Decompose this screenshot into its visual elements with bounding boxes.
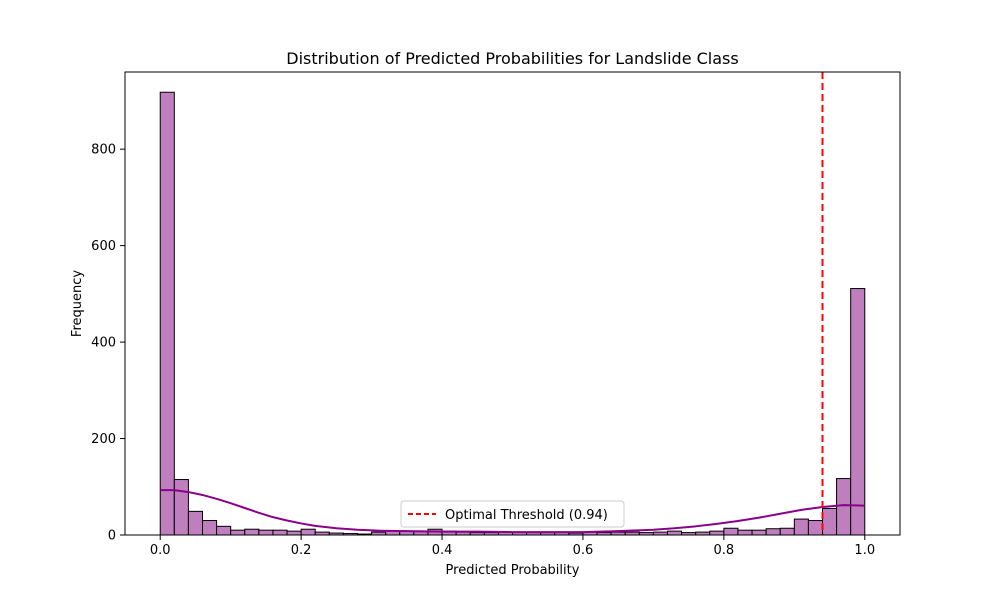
bars-group xyxy=(159,91,866,536)
legend: Optimal Threshold (0.94) xyxy=(400,500,625,528)
kde-curve xyxy=(160,489,865,534)
legend-threshold-label: Optimal Threshold (0.94) xyxy=(445,508,608,523)
y-tick-label: 0 xyxy=(108,529,116,544)
histogram-bar xyxy=(159,91,175,536)
histogram-bar xyxy=(667,530,683,536)
x-axis-ticks: 0.0 0.2 0.4 0.6 0.8 1.0 xyxy=(150,535,875,558)
histogram-bar xyxy=(765,528,781,536)
plot-frame xyxy=(124,71,901,536)
x-tick-label: 0.0 xyxy=(150,543,171,558)
y-axis-ticks: 0 200 400 600 800 xyxy=(91,143,125,544)
y-tick-label: 200 xyxy=(91,432,116,447)
x-tick-label: 0.6 xyxy=(573,543,594,558)
histogram-bar xyxy=(258,529,274,536)
x-axis-label: Predicted Probability xyxy=(446,563,580,578)
histogram-bar xyxy=(709,530,725,536)
histogram-bar xyxy=(751,529,767,536)
histogram-bar xyxy=(737,529,753,536)
histogram-bar xyxy=(286,530,302,536)
x-tick-label: 0.4 xyxy=(432,543,453,558)
histogram-bar xyxy=(850,288,866,536)
chart-title: Distribution of Predicted Probabilities … xyxy=(286,49,738,68)
y-tick-label: 600 xyxy=(91,239,116,254)
x-tick-label: 0.8 xyxy=(714,543,735,558)
kde-group xyxy=(160,489,865,534)
histogram-bar xyxy=(300,528,316,536)
histogram-bar xyxy=(244,528,260,536)
histogram-bar xyxy=(187,510,203,536)
histogram-bar xyxy=(272,529,288,536)
histogram-bar xyxy=(822,507,838,536)
y-tick-label: 800 xyxy=(91,143,116,158)
y-tick-label: 400 xyxy=(91,336,116,351)
x-tick-label: 0.2 xyxy=(291,543,312,558)
histogram-bar xyxy=(723,527,739,536)
histogram-bar xyxy=(779,527,795,536)
x-tick-label: 1.0 xyxy=(854,543,875,558)
histogram-bar xyxy=(173,479,189,536)
y-axis-label: Frequency xyxy=(70,270,85,337)
legend-box xyxy=(400,500,625,528)
histogram-bar xyxy=(836,478,852,536)
histogram-bar xyxy=(230,529,246,536)
histogram-bar xyxy=(807,520,824,536)
histogram-bar xyxy=(793,518,809,536)
histogram-bar xyxy=(216,525,232,536)
histogram-bar xyxy=(202,520,218,536)
